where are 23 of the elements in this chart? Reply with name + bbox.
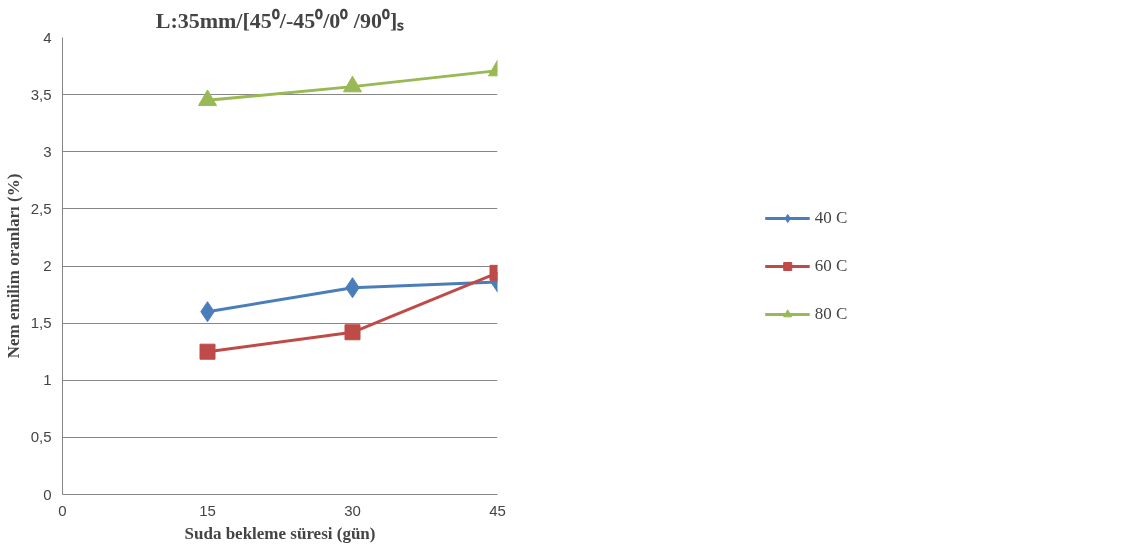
y-tick-label: 3,5	[30, 85, 52, 103]
y-tick-label: 3	[43, 142, 52, 160]
x-tick-label: 30	[344, 501, 361, 519]
point	[344, 324, 361, 341]
point	[199, 343, 216, 360]
y-tick-label: 2,5	[30, 199, 52, 217]
y-tick-label: 4	[43, 28, 52, 46]
x-tick-label: 45	[489, 501, 506, 519]
legend-label: 60 C	[814, 255, 848, 276]
chart-title: L:35mm/[45⁰/-45⁰/0⁰ /90⁰]ₛ	[155, 7, 405, 33]
y-tick-label: 0,5	[30, 428, 52, 446]
x-axis-title: Suda bekleme süresi (gün)	[184, 523, 376, 543]
x-tick-label: 15	[199, 501, 216, 519]
legend-label: 40 C	[814, 207, 848, 228]
point	[343, 75, 362, 93]
legend-label: 80 C	[814, 303, 848, 324]
point	[198, 89, 217, 107]
y-tick-label: 1,5	[30, 314, 52, 332]
y-axis-title: Nem emilim oranları (%)	[3, 173, 23, 359]
y-tick-label: 1	[43, 371, 52, 389]
y-tick-label: 2	[43, 257, 52, 274]
x-tick-label: 0	[58, 501, 67, 519]
y-tick-label: 0	[43, 485, 52, 503]
